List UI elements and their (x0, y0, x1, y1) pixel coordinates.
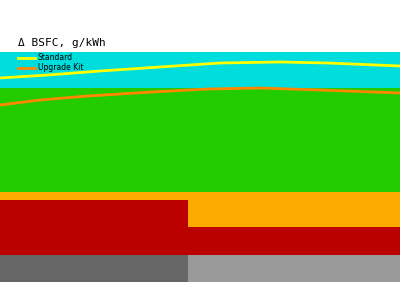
Bar (0, 255, 400, 282)
Bar (0, 255, 188, 282)
Bar (0, 88, 400, 192)
Text: Upgrade Kit: Upgrade Kit (38, 63, 84, 72)
Bar (0, 52, 400, 88)
Bar (0, 227, 400, 255)
Text: Standard: Standard (38, 54, 73, 63)
Bar (0, 200, 188, 255)
Bar (188, 227, 400, 255)
Bar (0, 0, 400, 52)
Bar (0, 192, 400, 227)
Text: Δ BSFC, g/kWh: Δ BSFC, g/kWh (18, 38, 106, 48)
Bar (0, 255, 400, 282)
